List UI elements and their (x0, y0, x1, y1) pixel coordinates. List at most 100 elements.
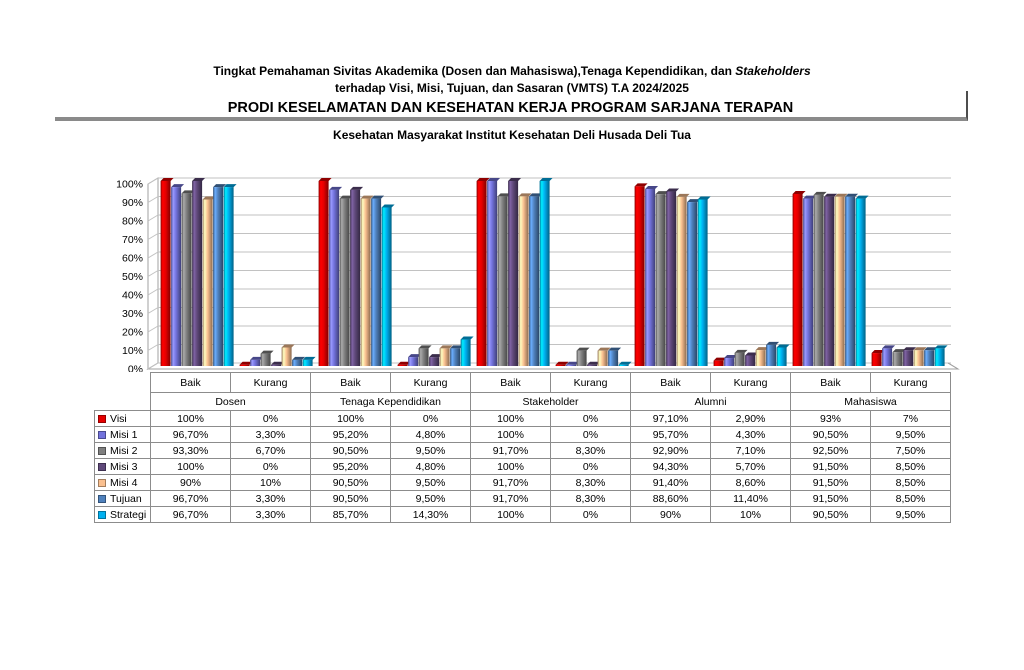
table-row: Tujuan 96,70% 3,30% 90,50% 9,50% 91,70% 8,30% 8… (94, 490, 951, 507)
prodi-heading-box: PRODI KESELAMATAN DAN KESEHATAN KERJA PR… (55, 91, 968, 121)
bar-strategi (539, 181, 550, 366)
value-cell: 92,90% (630, 442, 711, 459)
legend-cell: Visi (94, 410, 151, 427)
bar-visi (634, 186, 645, 366)
bar-top-cap (892, 349, 906, 353)
bar-top-cap (281, 344, 295, 348)
bar-misi2 (813, 194, 824, 366)
bar-top-cap (329, 186, 343, 190)
bar-top-cap (487, 178, 501, 181)
bar-top-cap (529, 193, 543, 197)
bar-misi1 (724, 358, 735, 366)
gridline-wall-segment (147, 344, 159, 351)
bar-misi1 (250, 359, 261, 366)
subcategory-header: Baik (790, 372, 871, 393)
gridline-wall-segment (147, 214, 159, 222)
bar-misi3 (903, 350, 914, 366)
y-axis-tick-label: 80% (122, 216, 143, 228)
value-cell: 100% (470, 458, 551, 475)
bar-top-cap (903, 347, 917, 351)
bar-strategi (302, 359, 313, 366)
gridline-wall-segment (147, 307, 159, 314)
bar-misi2 (260, 353, 271, 366)
bar-misi3 (429, 357, 440, 366)
chart-title-line1: Tingkat Pemahaman Sivitas Akademika (Dos… (0, 64, 1024, 78)
value-cell: 11,40% (710, 490, 791, 507)
bar-top-cap (371, 195, 385, 199)
y-axis-tick-label: 60% (122, 253, 143, 265)
bar-top-cap (597, 347, 611, 351)
value-cell: 9,50% (870, 506, 951, 523)
value-cell: 91,70% (470, 474, 551, 491)
title-italic-stakeholders: Stakeholders (735, 64, 811, 78)
bar-top-cap (713, 357, 727, 361)
bar-misi1 (882, 348, 893, 366)
value-cell: 3,30% (230, 490, 311, 507)
bar-strategi (855, 198, 866, 366)
value-cell: 8,50% (870, 474, 951, 491)
value-cell: 91,50% (790, 490, 871, 507)
bar-visi (397, 364, 408, 366)
y-axis-tick-label: 90% (122, 197, 143, 209)
y-axis-tick-label: 50% (122, 271, 143, 283)
bar-top-cap (755, 347, 769, 351)
value-cell: 96,70% (150, 426, 231, 443)
gridline-wall-segment (147, 362, 159, 370)
value-cell: 100% (310, 410, 391, 427)
title-text: Tingkat Pemahaman Sivitas Akademika (Dos… (213, 64, 736, 78)
legend-swatch (98, 494, 106, 503)
bar-top-cap (618, 361, 632, 365)
bar-tujuan (213, 187, 224, 366)
legend-label: Visi (110, 412, 127, 425)
prodi-heading: PRODI KESELAMATAN DAN KESEHATAN KERJA PR… (227, 100, 794, 116)
bar-misi2 (576, 350, 587, 366)
value-cell: 96,70% (150, 490, 231, 507)
value-cell: 94,30% (630, 458, 711, 475)
subcategory-header: Baik (630, 372, 711, 393)
value-cell: 100% (470, 410, 551, 427)
bar-misi3 (666, 191, 677, 366)
gridline-wall-segment (147, 251, 159, 259)
bar-top-cap (634, 183, 648, 187)
table-row: Visi 100% 0% 100% 0% 100% 0% 97,10% 2,90% 93% 7% (94, 410, 951, 427)
legend-cell: Misi 2 (94, 442, 151, 459)
bar-misi2 (339, 198, 350, 366)
institution-subtitle: Kesehatan Masyarakat Institut Kesehatan … (333, 128, 691, 142)
bar-top-cap (882, 345, 896, 349)
value-cell: 0% (230, 410, 311, 427)
y-axis-tick-label: 70% (122, 234, 143, 246)
bar-visi (160, 181, 171, 366)
value-cell: 90% (630, 506, 711, 523)
bar-top-cap (350, 186, 364, 190)
value-cell: 8,30% (550, 442, 631, 459)
value-cell: 90% (150, 474, 231, 491)
bar-top-cap (555, 361, 569, 365)
value-cell: 90,50% (790, 426, 871, 443)
value-cell: 8,30% (550, 474, 631, 491)
bar-top-cap (318, 178, 332, 181)
value-cell: 0% (550, 506, 631, 523)
bar-top-cap (360, 195, 374, 199)
group-header: Mahasiswa (790, 392, 951, 411)
value-cell: 10% (710, 506, 791, 523)
bar-misi3 (824, 196, 835, 366)
bar-visi (555, 364, 566, 366)
bar-misi1 (408, 357, 419, 366)
bar-top-cap (292, 356, 306, 360)
bar-top-cap (202, 196, 216, 200)
bar-top-cap (724, 355, 738, 359)
bar-top-cap (239, 361, 253, 365)
bar-top-cap (171, 184, 185, 188)
value-cell: 9,50% (390, 490, 471, 507)
value-cell: 4,80% (390, 458, 471, 475)
value-cell: 91,50% (790, 474, 871, 491)
bar-misi1 (171, 187, 182, 366)
bar-tujuan (687, 202, 698, 366)
bar-misi1 (803, 198, 814, 366)
bar-tujuan (292, 359, 303, 366)
value-cell: 93% (790, 410, 871, 427)
bar-top-cap (645, 185, 659, 189)
floor-right-edge (947, 362, 959, 370)
legend-swatch (98, 478, 106, 487)
group-header: Stakeholder (470, 392, 631, 411)
